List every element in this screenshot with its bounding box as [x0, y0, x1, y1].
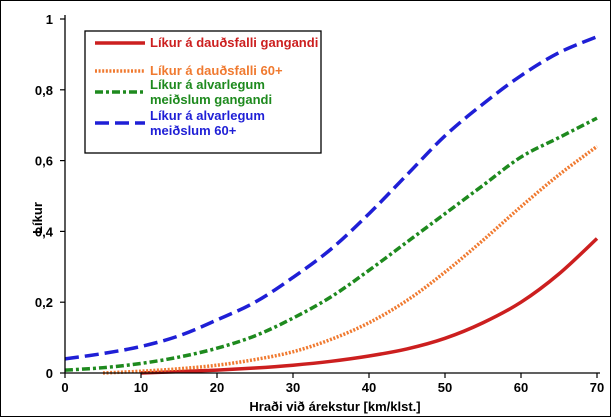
legend-label-1: Líkur á dauðsfalli gangandi: [150, 35, 318, 50]
series-line-4: [64, 35, 598, 361]
x-tick-label: 0: [61, 380, 68, 395]
x-axis-title: Hraði við árekstur [km/klst.]: [249, 399, 420, 414]
axes: 0 10 20 30 40 50 60 70 0 0,2 0,4 0,6 0,8 1: [35, 12, 604, 395]
series-line-1: [140, 237, 599, 375]
x-tick-label: 50: [438, 380, 452, 395]
y-tick-label: 0: [46, 366, 53, 381]
x-tick-label: 20: [210, 380, 224, 395]
series-line-3: [64, 116, 598, 372]
y-tick-label: 0,8: [35, 83, 53, 98]
x-tick-label: 40: [362, 380, 376, 395]
y-axis-title: Líkur: [30, 202, 45, 234]
y-tick-label: 0,2: [35, 295, 53, 310]
y-tick-label: 0,6: [35, 154, 53, 169]
x-tick-label: 30: [286, 380, 300, 395]
series-line-2: [102, 145, 599, 375]
x-tick-label: 60: [514, 380, 528, 395]
legend-label-3: Líkur á alvarlegum meiðslum gangandi: [150, 77, 272, 107]
legend-label-4: Líkur á alvarlegum meiðslum 60+: [150, 108, 265, 138]
x-tick-label: 70: [590, 380, 604, 395]
y-tick-label: 0,4: [35, 224, 54, 239]
plot-series: [64, 35, 599, 375]
legend-label-2: Líkur á dauðsfalli 60+: [150, 63, 283, 78]
legend: Líkur á dauðsfalli gangandi Líkur á dauðs…: [84, 30, 322, 154]
x-tick-label: 10: [134, 380, 148, 395]
y-tick-label: 1: [46, 12, 53, 27]
